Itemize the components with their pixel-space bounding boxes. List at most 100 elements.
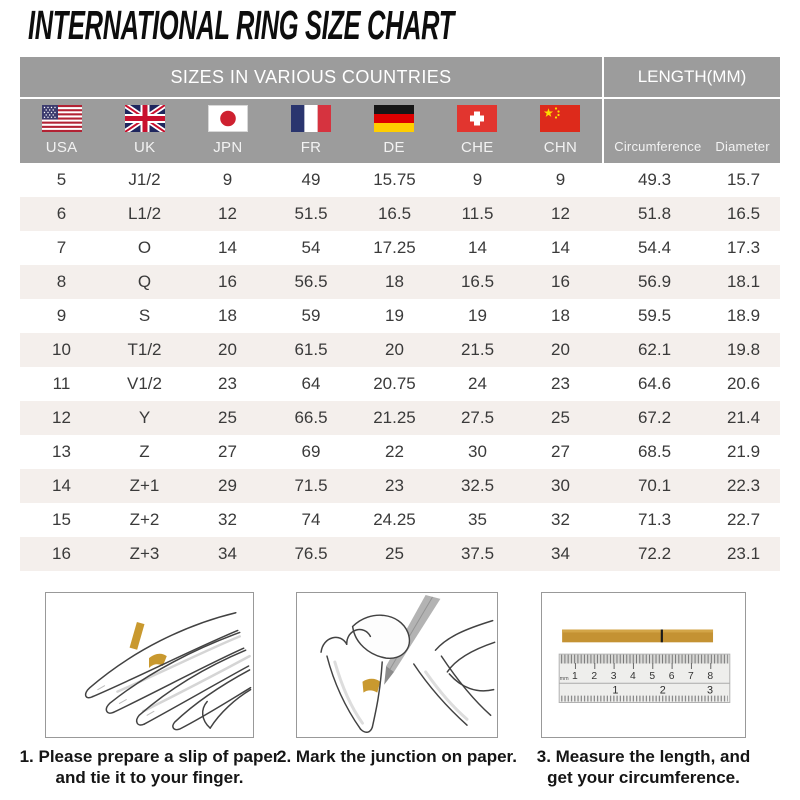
table-cell: 24.25 [373, 510, 416, 529]
table-cell: 64 [301, 374, 321, 393]
ruler-cm-5: 5 [649, 671, 655, 682]
ruler-cm-1: 1 [572, 671, 578, 682]
ruler-inch-1: 1 [612, 685, 618, 697]
table-cell: J1/2 [128, 170, 161, 189]
country-code-usa: USA [45, 139, 78, 156]
caption-1-line-1: 1. Please prepare a slip of paper [19, 747, 280, 766]
table-cell: 14 [218, 238, 237, 257]
table-cell: 18.1 [726, 272, 761, 291]
table-cell: 8 [56, 272, 67, 291]
instruction-caption-1: 1. Please prepare a slip of paper and ti… [20, 746, 280, 788]
diameter-header: Diameter [715, 139, 770, 154]
table-cell: 27 [218, 442, 237, 461]
table-cell: 12 [551, 204, 570, 223]
japan-flag-icon [207, 105, 248, 132]
table-cell: 16.5 [460, 272, 495, 291]
table-cell: 71.3 [637, 510, 672, 529]
table-cell: 16.5 [726, 204, 761, 223]
table-cell: 21.25 [373, 408, 416, 427]
table-cell: 16 [52, 544, 71, 563]
ruler-measuring-illustration: 1 2 3 4 5 6 7 8 mm 1 2 3 [558, 629, 731, 703]
table-cell: 21.5 [460, 340, 495, 359]
table-cell: 5 [56, 170, 67, 189]
table-cell: 74 [301, 510, 321, 529]
table-cell: 34 [218, 544, 237, 563]
instruction-figure-3: 1 2 3 4 5 6 7 8 mm 1 2 3 [541, 592, 746, 738]
table-row: 7 O 14 54 17.25 14 14 54.4 17.3 [20, 231, 780, 265]
country-header-row: USA UK [20, 97, 780, 163]
table-cell: 20 [551, 340, 570, 359]
table-cell: 11 [52, 374, 71, 393]
table-cell: 72.2 [637, 544, 672, 563]
table-cell: 17.3 [726, 238, 761, 257]
table-body: 5 J1/2 9 49 15.75 9 9 49.3 15.7 6 L1/2 12 51.5 16.5 11… [20, 163, 780, 571]
length-group-label: LENGTH(MM) [637, 67, 747, 86]
circumference-header: Circumference [614, 139, 702, 154]
table-cell: 54 [301, 238, 321, 257]
ruler-unit-label: mm [560, 676, 570, 682]
table-cell: 21.9 [726, 442, 761, 461]
sizes-group-header: SIZES IN VARIOUS COUNTRIES [20, 57, 602, 97]
table-cell: 12 [218, 204, 237, 223]
table-cell: 34 [551, 544, 570, 563]
table-cell: 54.4 [637, 238, 672, 257]
paper-strip [562, 629, 714, 643]
table-cell: 61.5 [294, 340, 328, 359]
length-subheaders: Circumference Diameter [602, 99, 780, 163]
country-code-jpn: JPN [213, 139, 243, 156]
ruler-inch-2: 2 [660, 685, 666, 697]
country-code-che: CHE [460, 139, 494, 156]
country-column-usa: USA [20, 99, 103, 163]
country-column-fr: FR [269, 99, 352, 163]
table-cell: 9 [555, 170, 566, 189]
instruction-step-1: 1. Please prepare a slip of paper and ti… [20, 592, 279, 788]
table-cell: 23.1 [726, 544, 761, 563]
table-cell: 18 [551, 306, 570, 325]
table-cell: 22 [385, 442, 404, 461]
table-cell: 14 [551, 238, 570, 257]
junction-mark [660, 629, 663, 643]
country-column-de: DE [353, 99, 436, 163]
table-row: 14 Z+1 29 71.5 23 32.5 30 70.1 22.3 [20, 469, 780, 503]
marking-junction-illustration [320, 594, 496, 733]
table-cell: Z+3 [129, 544, 160, 563]
table-cell: 6 [56, 204, 67, 223]
table-cell: 71.5 [294, 476, 328, 495]
table-cell: 32 [218, 510, 237, 529]
table-cell: 56.9 [637, 272, 672, 291]
table-cell: 27 [551, 442, 570, 461]
country-column-uk: UK [103, 99, 186, 163]
table-cell: Y [138, 408, 151, 427]
instruction-step-3: 1 2 3 4 5 6 7 8 mm 1 2 3 [537, 592, 750, 788]
switzerland-flag-icon [457, 105, 498, 132]
table-cell: 14 [52, 476, 71, 495]
ruler-inch-3: 3 [707, 685, 713, 697]
table-cell: 66.5 [294, 408, 328, 427]
country-column-jpn: JPN [186, 99, 269, 163]
table-row: 12 Y 25 66.5 21.25 27.5 25 67.2 21.4 [20, 401, 780, 435]
table-row: 8 Q 16 56.5 18 16.5 16 56.9 18.1 [20, 265, 780, 299]
table-cell: 20 [385, 340, 404, 359]
ruler-cm-4: 4 [630, 671, 636, 682]
germany-flag-icon [374, 105, 415, 132]
table-cell: O [137, 238, 152, 257]
instruction-caption-2: 2. Mark the junction on paper. [277, 746, 517, 767]
table-cell: V1/2 [127, 374, 162, 393]
table-cell: 27.5 [460, 408, 495, 427]
sizes-group-label: SIZES IN VARIOUS COUNTRIES [170, 66, 452, 87]
caption-3-line-1: 3. Measure the length, and [536, 747, 751, 766]
table-cell: 23 [218, 374, 237, 393]
table-cell: 13 [52, 442, 71, 461]
table-cell: 29 [218, 476, 237, 495]
caption-1-line-2: and tie it to your finger. [55, 768, 244, 787]
table-cell: 32.5 [460, 476, 495, 495]
table-cell: T1/2 [127, 340, 162, 359]
table-cell: 15.7 [726, 170, 761, 189]
hand-with-paper-strip-illustration [84, 611, 252, 731]
table-row: 9 S 18 59 19 19 18 59.5 18.9 [20, 299, 780, 333]
table-cell: 14 [468, 238, 487, 257]
table-cell: 20 [218, 340, 237, 359]
table-cell: 9 [472, 170, 483, 189]
table-cell: 64.6 [637, 374, 672, 393]
